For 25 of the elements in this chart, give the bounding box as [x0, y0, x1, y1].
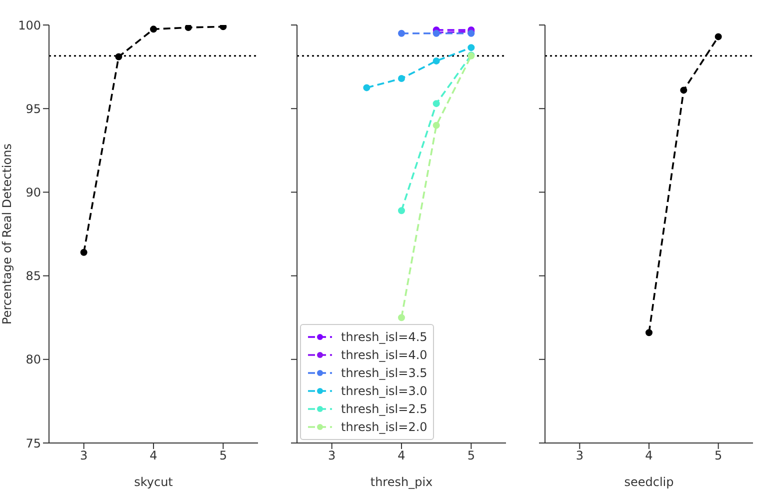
x-tick-label: 3 — [576, 448, 584, 463]
x-tick-label: 3 — [328, 448, 336, 463]
legend-label: thresh_isl=2.5 — [341, 402, 428, 416]
x-tick-label: 5 — [714, 448, 722, 463]
x-axis-title: seedclip — [624, 475, 674, 489]
x-tick-label: 5 — [467, 448, 475, 463]
y-axis-title: Percentage of Real Detections — [0, 142, 15, 326]
y-tick-label: 75 — [26, 436, 41, 450]
x-axis-title: thresh_pix — [370, 475, 433, 489]
y-tick-label: 100 — [18, 18, 41, 32]
x-tick-label: 4 — [645, 448, 653, 463]
x-tick-label: 4 — [150, 448, 158, 463]
y-tick-label: 90 — [26, 185, 41, 200]
y-tick-label: 80 — [26, 352, 41, 367]
legend-label: thresh_isl=4.0 — [341, 348, 428, 362]
x-tick-label: 4 — [398, 448, 406, 463]
legend-label: thresh_isl=3.0 — [341, 384, 428, 398]
legend-label: thresh_isl=3.5 — [341, 366, 428, 380]
x-axis-title: skycut — [134, 475, 174, 489]
x-tick-label: 5 — [219, 448, 227, 463]
legend-label: thresh_isl=4.5 — [341, 330, 428, 344]
y-tick-label: 95 — [26, 102, 41, 116]
x-tick-label: 3 — [80, 448, 88, 463]
y-tick-label: 85 — [26, 269, 41, 284]
legend-label: thresh_isl=2.0 — [341, 420, 428, 434]
